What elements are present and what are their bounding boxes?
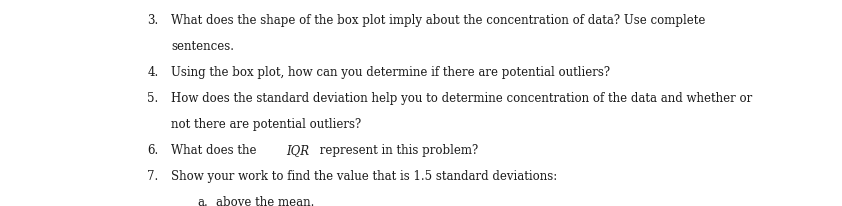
Text: 7.: 7. [147,169,158,182]
Text: above the mean.: above the mean. [216,195,315,206]
Text: a.: a. [198,195,209,206]
Text: 3.: 3. [147,14,158,27]
Text: IQR: IQR [286,143,309,156]
Text: not there are potential outliers?: not there are potential outliers? [171,117,361,130]
Text: Show your work to find the value that is 1.5 standard deviations:: Show your work to find the value that is… [171,169,557,182]
Text: 6.: 6. [147,143,158,156]
Text: represent in this problem?: represent in this problem? [316,143,478,156]
Text: 4.: 4. [147,66,158,79]
Text: Using the box plot, how can you determine if there are potential outliers?: Using the box plot, how can you determin… [171,66,610,79]
Text: How does the standard deviation help you to determine concentration of the data : How does the standard deviation help you… [171,92,752,105]
Text: sentences.: sentences. [171,40,234,53]
Text: 5.: 5. [147,92,158,105]
Text: What does the shape of the box plot imply about the concentration of data? Use c: What does the shape of the box plot impl… [171,14,706,27]
Text: What does the: What does the [171,143,260,156]
